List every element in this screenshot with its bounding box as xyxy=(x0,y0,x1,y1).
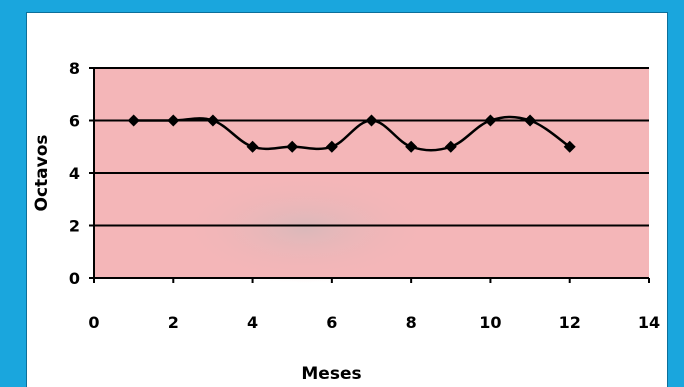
data-point-12 xyxy=(563,140,576,153)
line-chart: 0 2 4 6 8 0 2 4 6 8 10 12 14 Meses Octavos xyxy=(32,59,660,384)
x-axis-title: Meses xyxy=(301,364,361,384)
data-point-7 xyxy=(365,114,378,127)
x-tick-label-10: 10 xyxy=(479,313,501,332)
data-point-2 xyxy=(167,114,180,127)
x-tick-label-0: 0 xyxy=(88,313,99,332)
data-point-5 xyxy=(286,140,299,153)
x-tick-label-8: 8 xyxy=(406,313,417,332)
y-tick-label-0: 0 xyxy=(69,269,80,288)
chart-card: 0 2 4 6 8 0 2 4 6 8 10 12 14 Meses Octavos xyxy=(26,12,668,387)
plot-glare xyxy=(175,173,435,283)
y-axis-title: Octavos xyxy=(32,134,52,211)
x-tick-label-2: 2 xyxy=(168,313,179,332)
data-point-9 xyxy=(444,140,457,153)
y-tick-label-4: 4 xyxy=(69,164,80,183)
x-tick-label-6: 6 xyxy=(326,313,337,332)
x-tick-label-14: 14 xyxy=(638,313,660,332)
data-point-6 xyxy=(325,140,338,153)
y-tick-label-2: 2 xyxy=(69,217,80,236)
data-point-11 xyxy=(524,114,537,127)
data-point-4 xyxy=(246,140,259,153)
x-tick-label-4: 4 xyxy=(247,313,258,332)
x-tick-label-12: 12 xyxy=(559,313,581,332)
y-tick-label-6: 6 xyxy=(69,112,80,131)
y-tick-label-8: 8 xyxy=(69,59,80,78)
data-point-8 xyxy=(405,140,418,153)
data-point-3 xyxy=(206,114,219,127)
data-point-10 xyxy=(484,114,497,127)
